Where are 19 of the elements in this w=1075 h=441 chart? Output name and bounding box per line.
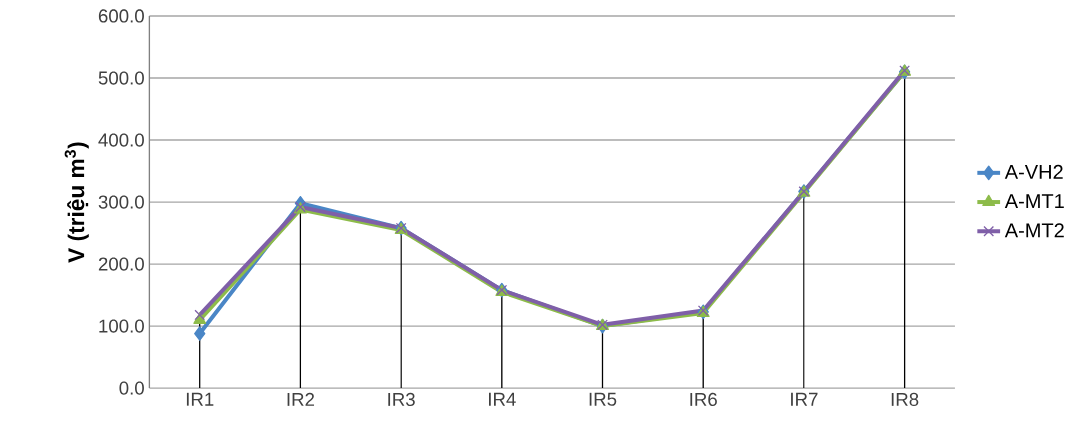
legend-label: A-MT2 [1004,223,1064,238]
x-tick-label: IR6 [690,392,717,406]
x-tick-label: IR8 [891,392,919,406]
y-tick-label: 100.0 [99,319,144,333]
y-tick-label: 600.0 [98,9,144,23]
y-tick-label: 200.0 [98,257,144,271]
y-tick-label: 400.0 [98,133,144,147]
legend-label: A-VH2 [1004,164,1063,179]
y-axis-title: V (triệu m$^{3}$) [64,142,89,263]
x-tick-label: IR5 [589,392,617,406]
x-tick-label: IR3 [388,392,415,406]
x-tick-label: IR4 [489,392,516,406]
x-tick-label: IR1 [186,392,214,406]
x-tick-label: IR2 [287,392,315,406]
y-tick-label: 500.0 [98,71,144,85]
legend-label: A-MT1 [1004,193,1064,208]
y-tick-label: 300.0 [98,195,144,209]
y-tick-label: 0.0 [119,381,144,395]
x-tick-label: IR7 [791,392,818,406]
